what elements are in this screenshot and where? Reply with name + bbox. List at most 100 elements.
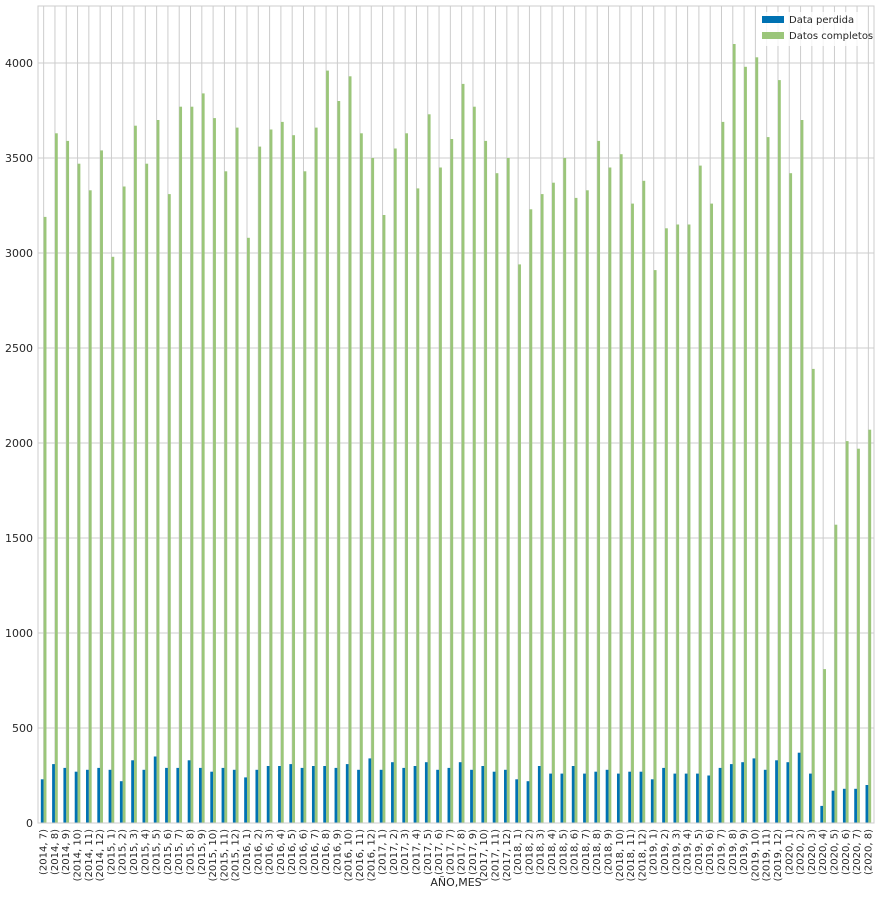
bar-data-perdida <box>809 773 812 823</box>
bar-data-perdida <box>357 769 360 823</box>
bar-data-perdida <box>368 758 372 823</box>
x-tick-label: (2015, 9) <box>197 829 208 875</box>
x-tick-label: (2017, 2) <box>389 829 400 875</box>
bar-datos-completos <box>111 256 115 823</box>
x-tick-label: (2017, 5) <box>423 829 434 875</box>
bar-datos-completos <box>642 180 646 824</box>
bar-data-perdida <box>255 769 259 823</box>
x-tick-label: (2016, 3) <box>265 829 276 875</box>
bar-data-perdida <box>786 762 790 823</box>
bar-data-perdida <box>232 769 236 823</box>
bar-datos-completos <box>789 173 793 823</box>
x-tick-label: (2016, 2) <box>253 829 264 875</box>
bar-datos-completos <box>405 133 408 824</box>
x-tick-label: (2020, 8) <box>863 829 874 875</box>
x-tick-label: (2015, 8) <box>186 829 197 875</box>
x-tick-label: (2020, 2) <box>796 829 807 875</box>
bar-datos-completos <box>359 133 363 824</box>
bar-datos-completos <box>755 57 759 824</box>
bars <box>40 44 872 824</box>
bar-data-perdida <box>86 769 89 823</box>
y-tick-label: 2500 <box>5 342 33 355</box>
bar-data-perdida <box>187 760 191 823</box>
bar-data-perdida <box>537 766 541 823</box>
bar-datos-completos <box>393 148 397 823</box>
bar-data-perdida <box>504 769 507 823</box>
x-tick-label: (2019, 10) <box>750 829 761 881</box>
bar-data-perdida <box>605 769 609 823</box>
bar-datos-completos <box>845 441 849 823</box>
bar-data-perdida <box>198 767 202 823</box>
y-tick-label: 2000 <box>5 437 33 450</box>
bar-data-perdida <box>763 769 767 823</box>
x-tick-label: (2017, 3) <box>400 829 411 875</box>
bar-data-perdida <box>165 767 168 823</box>
bar-data-perdida <box>718 767 722 823</box>
bar-datos-completos <box>450 139 454 823</box>
bar-datos-completos <box>766 137 770 824</box>
x-tick-label: (2020, 6) <box>841 829 852 875</box>
bar-datos-completos <box>314 127 318 824</box>
legend-label-datos-completos: Datos completos <box>789 31 873 42</box>
legend: Data perdida Datos completos <box>756 12 873 46</box>
plot-frame <box>37 5 875 824</box>
bar-datos-completos <box>472 106 476 823</box>
bar-datos-completos <box>77 163 81 823</box>
x-tick-label: (2015, 4) <box>140 829 151 875</box>
bar-data-perdida <box>865 785 869 823</box>
x-axis-title: AÑO,MES <box>430 876 481 889</box>
bar-data-perdida <box>628 771 632 823</box>
x-tick-label: (2019, 5) <box>694 829 705 875</box>
legend-swatch-data-perdida <box>762 16 784 23</box>
bar-data-perdida <box>131 760 135 823</box>
bar-datos-completos <box>348 76 352 824</box>
bar-datos-completos <box>744 66 747 824</box>
x-tick-label: (2016, 10) <box>344 829 355 881</box>
x-tick-label: (2015, 1) <box>106 829 117 875</box>
bar-datos-completos <box>732 44 736 823</box>
x-tick-label: (2018, 6) <box>570 829 581 875</box>
bar-datos-completos <box>235 127 239 824</box>
legend-label-data-perdida: Data perdida <box>789 15 854 26</box>
bar-datos-completos <box>292 135 296 823</box>
bar-datos-completos <box>506 158 510 823</box>
bar-data-perdida <box>458 762 462 823</box>
x-tick-label: (2018, 7) <box>581 829 592 875</box>
x-tick-label: (2016, 8) <box>321 829 332 875</box>
x-tick-label: (2015, 5) <box>152 829 163 875</box>
bar-data-perdida <box>108 769 112 823</box>
x-tick-label: (2015, 6) <box>163 829 174 875</box>
bar-data-perdida <box>402 767 406 823</box>
x-tick-label: (2018, 10) <box>615 829 626 881</box>
x-tick-label: (2016, 11) <box>355 829 366 881</box>
bar-datos-completos <box>326 70 329 824</box>
x-tick-label: (2017, 4) <box>411 829 422 875</box>
bar-data-perdida <box>650 779 654 823</box>
bar-data-perdida <box>854 788 858 823</box>
bar-datos-completos <box>540 194 544 824</box>
x-tick-label: (2019, 4) <box>683 829 694 875</box>
bar-data-perdida <box>583 773 586 823</box>
bar-datos-completos <box>269 129 273 823</box>
bar-data-perdida <box>741 762 745 823</box>
x-tick-label: (2016, 6) <box>298 829 309 875</box>
bar-datos-completos <box>721 121 725 823</box>
x-tick-labels: (2014, 7) (2014, 8) (2014, 9) (2014, 10) (20… <box>39 829 875 881</box>
x-tick-label: (2018, 5) <box>558 829 569 875</box>
bar-data-perdida <box>52 764 55 823</box>
bar-datos-completos <box>811 368 815 823</box>
bar-data-perdida <box>594 771 598 823</box>
x-tick-label: (2020, 4) <box>818 829 829 875</box>
bar-data-perdida <box>424 762 428 823</box>
bar-data-perdida <box>560 773 564 823</box>
bar-data-perdida <box>142 769 146 823</box>
bar-datos-completos <box>145 163 149 823</box>
bar-data-perdida <box>639 771 643 823</box>
x-tick-label: (2016, 7) <box>310 829 321 875</box>
bar-datos-completos <box>190 106 194 823</box>
x-tick-label: (2018, 4) <box>547 829 558 875</box>
bar-datos-completos <box>303 171 307 824</box>
x-tick-label: (2017, 11) <box>491 829 502 881</box>
x-tick-label: (2018, 3) <box>536 829 547 875</box>
bar-data-perdida <box>707 775 711 823</box>
